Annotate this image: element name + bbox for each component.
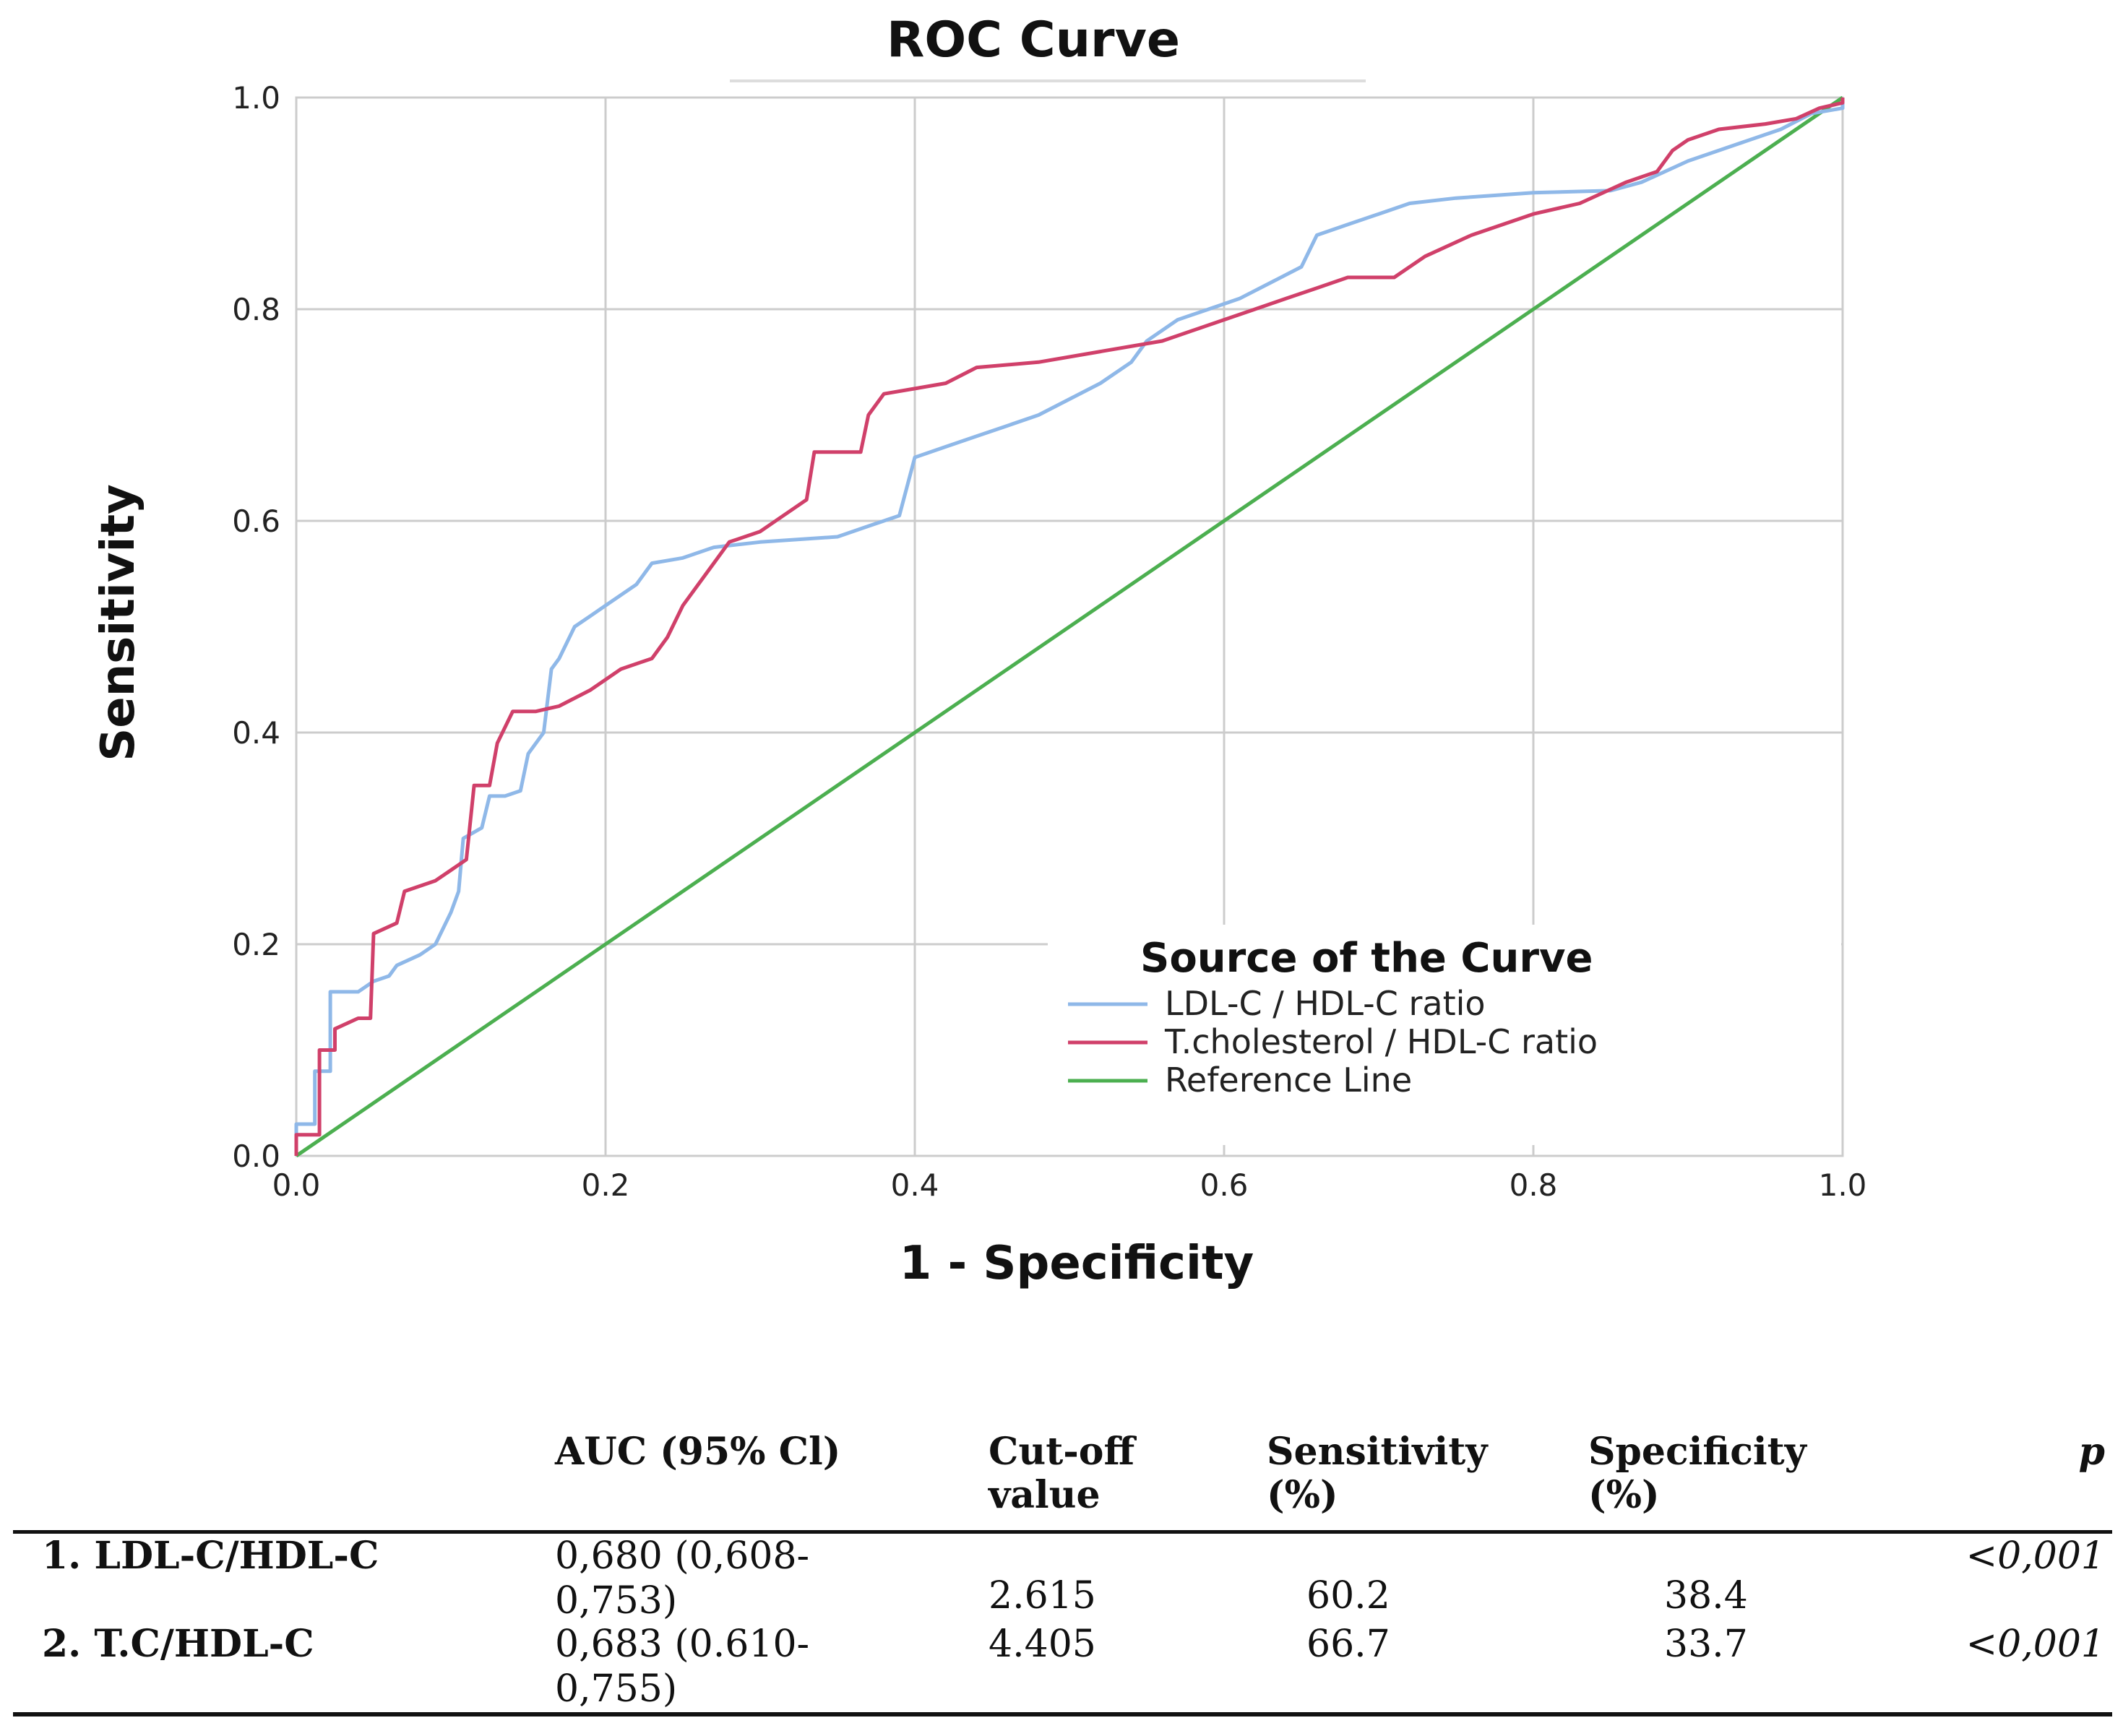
table-rule-bottom — [13, 1712, 2112, 1716]
x-tick-label: 0.0 — [272, 1167, 321, 1203]
series-line-t-cholesterol-hdl-c-ratio — [294, 98, 1845, 1156]
row-p: <0,001 — [1965, 1623, 2105, 1666]
header-p: p — [2078, 1430, 2105, 1474]
row-auc: 0,680 (0,608- 0,753) — [555, 1534, 809, 1623]
x-tick-label: 0.8 — [1510, 1167, 1558, 1203]
x-axis-title: 1 - Specificity — [900, 1237, 1254, 1290]
series-line-reference-line — [295, 95, 1844, 1158]
y-tick-label: 1.0 — [232, 80, 280, 116]
legend-label: LDL-C / HDL-C ratio — [1165, 984, 1486, 1023]
x-tick-label: 0.4 — [891, 1167, 939, 1203]
table-rule-top — [13, 1530, 2112, 1534]
row-specificity: 38.4 — [1664, 1574, 1748, 1618]
x-tick-label: 1.0 — [1819, 1167, 1867, 1203]
series-line-ldl-c-hdl-c-ratio — [294, 98, 1845, 1156]
header-specificity-line1: Specificity — [1588, 1430, 1807, 1474]
row-label: 1. LDL-C/HDL-C — [42, 1534, 379, 1578]
row-specificity: 33.7 — [1664, 1623, 1748, 1666]
y-tick-label: 0.2 — [232, 927, 280, 962]
roc-chart: ROC Curve 0.0 0.2 0.4 0.6 0.8 1.0 0.0 0.2 0.4 0.6… — [92, 12, 1866, 1290]
legend-label: T.cholesterol / HDL-C ratio — [1164, 1022, 1598, 1061]
header-specificity: Specificity (%) — [1588, 1430, 1807, 1517]
row-auc-line2: 0,753) — [555, 1579, 678, 1623]
row-label: 2. T.C/HDL-C — [42, 1622, 314, 1666]
y-axis-title: Sensitivity — [92, 484, 145, 761]
table-header: AUC (95% Cl) Cut-off value Sensitivity (… — [13, 1430, 2112, 1530]
legend: Source of the Curve LDL-C / HDL-C ratioT… — [1048, 925, 1841, 1145]
legend-label: Reference Line — [1165, 1061, 1412, 1100]
series-layer — [294, 95, 1845, 1158]
legend-title: Source of the Curve — [1140, 935, 1593, 982]
row-p: <0,001 — [1965, 1534, 2105, 1578]
header-sensitivity-line2: (%) — [1267, 1473, 1338, 1517]
x-tick-label: 0.2 — [582, 1167, 630, 1203]
header-cutoff: Cut-off value — [989, 1430, 1134, 1517]
row-sensitivity: 60.2 — [1306, 1574, 1390, 1618]
row-sensitivity: 66.7 — [1306, 1623, 1390, 1666]
header-auc: AUC (95% Cl) — [555, 1430, 841, 1474]
row-cutoff: 4.405 — [989, 1623, 1096, 1666]
row-auc-line1: 0,680 (0,608- — [555, 1534, 810, 1578]
y-tick-label: 0.8 — [232, 292, 280, 327]
header-specificity-line2: (%) — [1588, 1473, 1660, 1517]
x-tick-label: 0.6 — [1200, 1167, 1249, 1203]
header-cutoff-line2: value — [989, 1473, 1101, 1517]
row-cutoff: 2.615 — [989, 1574, 1096, 1618]
row-auc-line1: 0,683 (0.610- — [555, 1623, 810, 1666]
row-auc-line2: 0,755) — [555, 1667, 678, 1711]
chart-title: ROC Curve — [887, 12, 1180, 69]
legend-box — [1048, 925, 1841, 1145]
header-sensitivity-line1: Sensitivity — [1267, 1430, 1488, 1474]
stats-table: AUC (95% Cl) Cut-off value Sensitivity (… — [13, 1430, 2112, 1716]
y-tick-label: 0.0 — [232, 1139, 280, 1174]
y-tick-label: 0.4 — [232, 715, 280, 751]
row-auc: 0,683 (0.610- 0,755) — [555, 1622, 809, 1711]
header-cutoff-line1: Cut-off — [989, 1430, 1135, 1474]
axis-ticks: 0.0 0.2 0.4 0.6 0.8 1.0 0.0 0.2 0.4 0.6 0.8 1.0 — [232, 80, 1866, 1203]
header-sensitivity: Sensitivity (%) — [1267, 1430, 1487, 1517]
y-tick-label: 0.6 — [232, 504, 280, 539]
